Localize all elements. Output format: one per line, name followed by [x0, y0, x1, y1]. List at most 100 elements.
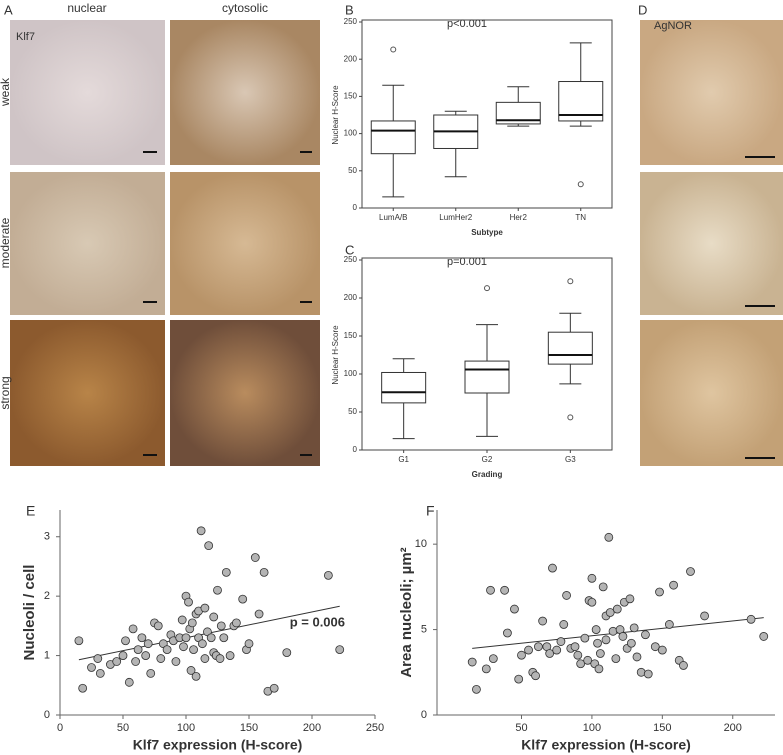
point: [231, 618, 241, 628]
point: [746, 614, 756, 624]
point: [124, 677, 134, 687]
point: [503, 628, 512, 638]
point: [171, 657, 181, 666]
x-tick-label: LumA/B: [379, 213, 407, 222]
stain-label: AgNOR: [654, 20, 692, 32]
panel-label: B: [345, 2, 354, 17]
panel-label: D: [638, 2, 647, 17]
point: [552, 645, 562, 655]
plot-frame: [361, 19, 613, 209]
point: [700, 611, 709, 621]
point: [573, 650, 583, 660]
y-tick-label: 150: [344, 331, 358, 340]
point: [323, 570, 333, 580]
point: [641, 630, 650, 640]
y-tick-label: 0: [353, 203, 358, 212]
micrograph: [170, 172, 320, 315]
point: [531, 671, 540, 681]
x-tick-label: G1: [398, 455, 409, 464]
point: [131, 657, 141, 666]
point: [556, 637, 566, 646]
outlier: [390, 46, 397, 53]
x-tick-label: LumHer2: [439, 213, 472, 222]
y-tick-label: 50: [348, 166, 357, 175]
box: [495, 101, 541, 125]
point: [238, 594, 248, 604]
micrograph: [170, 320, 320, 466]
panel-label: F: [426, 503, 435, 519]
point: [213, 585, 222, 595]
point: [548, 563, 557, 573]
point: [595, 649, 605, 658]
row-label: weak: [0, 77, 12, 107]
y-tick-label: 150: [344, 92, 358, 101]
point: [191, 671, 201, 681]
x-tick-label: 150: [240, 722, 258, 734]
point: [618, 632, 628, 641]
point: [219, 633, 229, 643]
x-tick-label: G3: [565, 455, 576, 464]
point: [514, 674, 524, 684]
point: [250, 553, 260, 562]
point: [538, 616, 548, 626]
y-tick-label: 10: [415, 538, 427, 550]
box: [464, 360, 510, 394]
y-tick-label: 2: [44, 590, 50, 602]
point: [197, 639, 207, 649]
point: [204, 541, 214, 551]
scale-bars: [143, 151, 775, 459]
box: [547, 331, 593, 365]
micrograph: [170, 20, 320, 165]
point: [216, 621, 226, 631]
point: [118, 651, 128, 660]
row-label: moderate: [0, 217, 12, 268]
outlier: [577, 181, 584, 188]
point: [593, 638, 602, 648]
point: [604, 532, 614, 542]
point: [576, 659, 586, 669]
panel-label: E: [26, 503, 35, 519]
x-axis-label: Klf7 expression (H-score): [521, 737, 691, 753]
point: [570, 642, 580, 652]
point: [133, 645, 143, 655]
point: [583, 655, 593, 665]
point: [686, 567, 695, 576]
column-label: nuclear: [67, 1, 106, 15]
y-tick-label: 5: [421, 623, 427, 635]
point: [657, 645, 667, 655]
point: [221, 567, 231, 577]
micrograph: [10, 320, 165, 466]
box: [381, 371, 427, 404]
annotation: p<0.001: [447, 18, 487, 30]
point: [669, 580, 678, 590]
point: [591, 625, 601, 634]
y-tick-label: 0: [421, 709, 427, 721]
x-axis-label: Klf7 expression (H-score): [133, 737, 303, 753]
point: [112, 657, 122, 666]
y-tick-label: 50: [348, 407, 357, 416]
y-tick-label: 200: [344, 54, 358, 63]
point: [121, 636, 130, 646]
point: [153, 621, 163, 631]
point: [143, 639, 153, 649]
point: [128, 624, 138, 634]
micrograph: [10, 172, 165, 315]
x-tick-label: 50: [117, 722, 129, 734]
point: [759, 632, 769, 641]
point: [177, 615, 187, 625]
point: [335, 645, 345, 655]
point: [488, 654, 498, 664]
annotation: p = 0.006: [290, 614, 345, 629]
point: [215, 654, 225, 663]
point: [486, 585, 495, 595]
point: [632, 652, 642, 662]
point: [74, 636, 84, 646]
point: [629, 623, 639, 633]
micrograph: [640, 320, 783, 466]
outlier: [484, 285, 490, 292]
y-axis-label: Nucleoli / cell: [21, 565, 38, 661]
point: [162, 645, 172, 655]
point: [244, 639, 254, 649]
point: [534, 642, 543, 652]
